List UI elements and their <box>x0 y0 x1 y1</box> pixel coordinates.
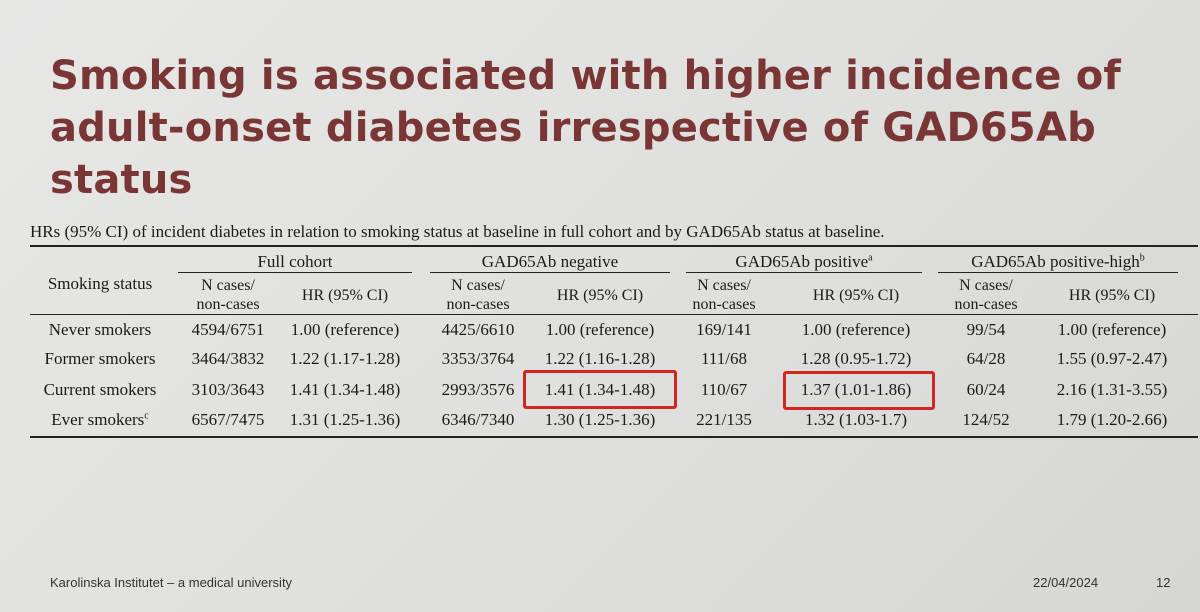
hr-positive-high: 1.00 (reference) <box>1057 320 1167 339</box>
group-label: Full cohort <box>257 252 333 271</box>
n-cases-negative: 3353/3764 <box>441 349 515 368</box>
n-cases-positive-high: 124/52 <box>962 410 1010 429</box>
hr-positive-high: 2.16 (1.31-3.55) <box>1056 380 1168 399</box>
hr-negative: 1.30 (1.25-1.36) <box>544 410 656 429</box>
n-cases-full: 3103/3643 <box>191 380 265 399</box>
group-rule <box>686 272 922 273</box>
n-cases-full: 3464/3832 <box>191 349 265 368</box>
subcol-hr: HR (95% CI) <box>1068 287 1156 304</box>
group-rule <box>430 272 670 273</box>
hr-positive-high: 1.79 (1.20-2.66) <box>1056 410 1168 429</box>
table-row: Former smokers 3464/3832 1.22 (1.17-1.28… <box>0 346 1200 372</box>
subcol-n-line2: non-cases <box>196 296 260 313</box>
hr-full: 1.31 (1.25-1.36) <box>289 410 401 429</box>
group-header-gad65ab-positive: GAD65Ab positivea <box>686 252 922 274</box>
footer-date: 22/04/2024 <box>1033 575 1099 590</box>
table-row: Ever smokersc 6567/7475 1.31 (1.25-1.36)… <box>0 407 1200 433</box>
n-cases-positive: 111/68 <box>701 349 747 368</box>
table-bottom-rule <box>30 436 1198 438</box>
table-caption: HRs (95% CI) of incident diabetes in rel… <box>30 222 885 241</box>
row-header-smoking-status: Smoking status <box>47 274 153 293</box>
hr-full: 1.41 (1.34-1.48) <box>289 380 401 399</box>
subcol-n-line2: non-cases <box>692 296 756 313</box>
hr-positive: 1.28 (0.95-1.72) <box>800 349 912 368</box>
hr-positive: 1.00 (reference) <box>801 320 911 339</box>
row-label: Current smokers <box>43 380 157 399</box>
n-cases-positive-high: 99/54 <box>966 320 1006 339</box>
footnote-mark: b <box>1139 252 1145 264</box>
subcol-n-line2: non-cases <box>446 296 510 313</box>
row-label: Ever smokersc <box>51 410 149 429</box>
group-label: GAD65Ab positive <box>735 252 869 271</box>
subcol-n-line1: N cases/ <box>201 277 255 294</box>
group-label: GAD65Ab negative <box>481 252 619 271</box>
subcol-n-cases: N cases/ non-cases <box>676 276 772 314</box>
hr-negative: 1.22 (1.16-1.28) <box>544 349 656 368</box>
caption-rule <box>30 245 1198 247</box>
n-cases-negative: 4425/6610 <box>441 320 515 339</box>
hr-positive-high: 1.55 (0.97-2.47) <box>1056 349 1168 368</box>
group-header-gad65ab-positive-high: GAD65Ab positive-highb <box>938 252 1178 274</box>
n-cases-full: 4594/6751 <box>191 320 265 339</box>
group-header-gad65ab-negative: GAD65Ab negative <box>430 252 670 274</box>
subcol-n-cases: N cases/ non-cases <box>938 276 1034 314</box>
hr-full: 1.22 (1.17-1.28) <box>289 349 401 368</box>
table-row: Current smokers 3103/3643 1.41 (1.34-1.4… <box>0 377 1200 403</box>
subcol-n-cases: N cases/ non-cases <box>180 276 276 314</box>
row-label: Former smokers <box>44 349 156 368</box>
subcol-n-line1: N cases/ <box>959 277 1013 294</box>
footnote-mark: a <box>868 252 873 264</box>
n-cases-negative: 2993/3576 <box>441 380 515 399</box>
footer-page-number: 12 <box>1156 575 1171 590</box>
footer-institution: Karolinska Institutet – a medical univer… <box>50 575 293 590</box>
n-cases-positive: 221/135 <box>696 410 752 429</box>
n-cases-negative: 6346/7340 <box>441 410 515 429</box>
row-label: Never smokers <box>48 320 152 339</box>
subcol-n-line1: N cases/ <box>451 277 505 294</box>
hr-positive: 1.37 (1.01-1.86) <box>800 380 912 399</box>
n-cases-positive-high: 64/28 <box>966 349 1006 368</box>
subcol-n-line2: non-cases <box>954 296 1018 313</box>
n-cases-positive: 110/67 <box>700 380 748 399</box>
group-rule <box>178 272 412 273</box>
group-rule <box>938 272 1178 273</box>
n-cases-positive-high: 60/24 <box>966 380 1006 399</box>
table-row: Never smokers 4594/6751 1.00 (reference)… <box>0 317 1200 343</box>
hr-full: 1.00 (reference) <box>290 320 400 339</box>
subcol-n-line1: N cases/ <box>697 277 751 294</box>
n-cases-full: 6567/7475 <box>191 410 265 429</box>
subcol-hr: HR (95% CI) <box>812 287 900 304</box>
hr-negative: 1.41 (1.34-1.48) <box>544 380 656 399</box>
header-rule <box>30 314 1198 315</box>
n-cases-positive: 169/141 <box>696 320 752 339</box>
group-header-full-cohort: Full cohort <box>178 252 412 274</box>
subcol-hr: HR (95% CI) <box>556 287 644 304</box>
hr-negative: 1.00 (reference) <box>545 320 655 339</box>
hr-positive: 1.32 (1.03-1.7) <box>805 410 907 429</box>
slide-title: Smoking is associated with higher incide… <box>50 53 1122 203</box>
subcol-n-cases: N cases/ non-cases <box>430 276 526 314</box>
subcol-hr: HR (95% CI) <box>301 287 389 304</box>
group-label: GAD65Ab positive-high <box>971 252 1140 271</box>
